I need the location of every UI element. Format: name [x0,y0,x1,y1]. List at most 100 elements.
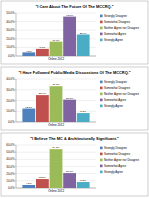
data-label: 20.8% [66,97,74,100]
legend-label: Somewhat Disagree [104,86,130,90]
data-label: 8.3% [80,110,86,113]
title: "I Believe The MC & Architecturally Sign… [30,136,119,141]
page: "I Care About The Future Of The MCCRQ." 0… [0,0,149,198]
bar [77,113,90,122]
tick-label: 0.0% [8,120,15,124]
legend-swatch [100,165,103,168]
data-label: 4.2% [26,50,32,53]
y-axis [16,79,17,122]
bar [77,35,90,57]
y-axis [16,145,17,188]
legend-swatch [100,21,103,24]
legend-swatch [100,105,103,108]
category-label: Online 2012 [48,189,65,193]
data-label: 12.5% [25,106,33,109]
bar [77,182,90,188]
data-label: 33.3% [52,83,60,86]
bars [22,17,89,56]
data-label: 20.8% [66,170,74,173]
legend-label: Neither Agree nor Disagree [104,92,139,96]
bar [50,42,63,56]
data-label: 54.2% [52,146,60,149]
grid-line [16,21,96,22]
legend-label: Somewhat Agree [104,164,126,168]
data-label: 4.2% [26,182,32,185]
legend-label: Somewhat Agree [104,98,126,102]
legend-label: Strongly Disagree [104,146,127,150]
bar [36,95,49,122]
title: "I Have Followed Public/Media Discussion… [18,70,130,75]
legend-label: Somewhat Agree [104,32,126,36]
bar [22,185,35,188]
legend: Strongly Disagree Somewhat Disagree Neithe… [100,146,139,174]
bars [22,86,89,122]
legend-label: Strongly Disagree [104,14,127,18]
tick-label: 40.0% [6,77,15,81]
tick-label: 10.0% [6,179,15,183]
y-axis [16,13,17,56]
legend-label: Strongly Agree [104,104,123,108]
tick-label: 40.0% [6,157,15,161]
data-label: 8.3% [40,46,46,49]
tick-label: 30.0% [6,88,15,92]
category-label: Online 2012 [48,57,65,61]
category-label: Online 2012 [48,123,65,127]
bar [63,100,76,122]
legend-swatch [100,33,103,36]
legend: Strongly Disagree Somewhat Disagree Neithe… [100,14,139,42]
legend-label: Somewhat Disagree [104,152,130,156]
bar [36,49,49,56]
legend-label: Neither Agree nor Disagree [104,26,139,30]
tick-label: 50.0% [6,150,15,154]
chart-frame [1,67,148,130]
bar [63,173,76,188]
tick-label: 20.0% [6,172,15,176]
legend-swatch [100,93,103,96]
bar [36,179,49,188]
chart: "I Care About The Future Of The MCCRQ." 0… [1,1,148,64]
legend-label: Somewhat Disagree [104,20,130,24]
grid-line [16,13,96,14]
grid-line [16,145,96,146]
tick-label: 30.0% [6,165,15,169]
legend-swatch [100,39,103,42]
tick-label: 20.0% [6,99,15,103]
legend: Strongly Disagree Somewhat Disagree Neithe… [100,80,139,108]
chart: "I Have Followed Public/Media Discussion… [1,67,148,130]
tick-label: 0.0% [8,54,15,58]
legend-label: Neither Agree nor Disagree [104,158,139,162]
tick-label: 20.0% [6,37,15,41]
legend-swatch [100,99,103,102]
legend-swatch [100,153,103,156]
legend-swatch [100,81,103,84]
tick-label: 10.0% [6,45,15,49]
data-label: 45.8% [66,14,74,17]
legend-swatch [100,87,103,90]
bar [22,52,35,56]
chart-frame [1,1,148,64]
data-label: 12.5% [39,176,47,179]
bar [50,86,63,122]
tick-label: 60.0% [6,143,15,147]
legend-swatch [100,159,103,162]
tick-label: 10.0% [6,109,15,113]
tick-label: 40.0% [6,20,15,24]
tick-label: 0.0% [8,186,15,190]
legend-swatch [100,15,103,18]
legend-label: Strongly Disagree [104,80,127,84]
grid-line [16,79,96,80]
legend-label: Strongly Agree [104,38,123,42]
legend-swatch [100,171,103,174]
bars [22,149,89,188]
grid-line [16,30,96,31]
legend-swatch [100,27,103,30]
bar [50,149,63,188]
bar [22,109,35,122]
legend-swatch [100,147,103,150]
chart-frame [1,133,148,196]
title: "I Care About The Future Of The MCCRQ." [35,4,113,9]
data-label: 25.0% [39,92,47,95]
legend-label: Strongly Agree [104,170,123,174]
data-label: 16.7% [52,39,60,42]
data-label: 25.0% [80,32,88,35]
